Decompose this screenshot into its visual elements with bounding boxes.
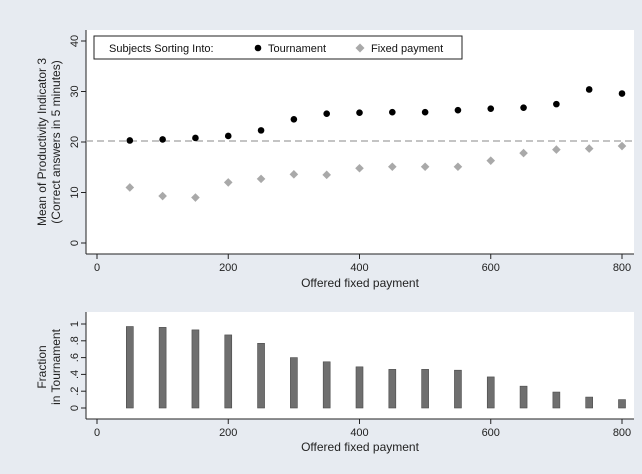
legend-fixed-payment-label: Fixed payment: [371, 43, 443, 55]
y-tick-label: 0: [69, 405, 81, 411]
tournament-point: [192, 134, 199, 142]
fraction-y-ticks: 0 .2 .4 .6 .8 1: [69, 321, 86, 411]
tournament-point: [323, 110, 330, 118]
fraction-bar: [126, 326, 134, 409]
fixed-payment-point: [617, 141, 627, 151]
fraction-y-title-line1: Fraction: [35, 345, 49, 388]
fraction-bar: [322, 361, 331, 409]
y-tick-label: .2: [69, 387, 81, 396]
tournament-point: [159, 136, 166, 143]
tournament-point: [585, 86, 593, 93]
fixed-payment-point: [552, 145, 561, 154]
fraction-bar: [421, 369, 429, 409]
fraction-bar: [257, 343, 265, 409]
y-tick-label: 0: [69, 240, 81, 246]
fixed-payment-point: [453, 162, 463, 172]
fraction-bar: [486, 376, 495, 409]
fraction-bar: [585, 396, 593, 409]
tournament-point: [389, 108, 396, 116]
fraction-bar: [519, 385, 528, 409]
fixed-payment-point: [191, 193, 200, 202]
y-tick-label: 30: [69, 85, 81, 97]
x-tick-label: 0: [94, 262, 100, 274]
tournament-point: [356, 109, 363, 117]
tournament-point: [618, 90, 626, 97]
productivity-y-title-line2: (Correct answers in 5 minutes): [49, 60, 63, 223]
y-tick-label: .6: [69, 353, 81, 362]
fixed-payment-point: [388, 162, 397, 172]
fixed-payment-point: [584, 144, 594, 153]
fixed-payment-point: [486, 156, 496, 165]
fixed-payment-point: [125, 183, 135, 192]
productivity-y-title-line1: Mean of Productivity Indicator 3: [35, 58, 49, 226]
fraction-x-ticks: 0 200 400 600 800: [94, 419, 631, 439]
tournament-point: [290, 115, 298, 123]
fixed-payment-point: [256, 174, 266, 184]
fixed-payment-point: [420, 162, 430, 172]
y-tick-label: 10: [69, 186, 81, 198]
fraction-bar: [388, 369, 397, 409]
productivity-chart: 0 200 400 600 800 0 10 20 30 40 Subjects Sorting…: [35, 30, 634, 290]
fixed-payment-point: [223, 178, 233, 187]
fraction-bar: [158, 327, 167, 409]
y-tick-label: 1: [69, 321, 81, 327]
legend: Subjects Sorting Into: Tournament Fixed …: [93, 35, 463, 60]
fraction-x-title: Offered fixed payment: [301, 440, 420, 454]
x-tick-label: 400: [350, 427, 368, 439]
y-tick-label: 20: [69, 136, 81, 148]
fraction-bar: [454, 369, 462, 409]
legend-fixed-payment-marker: [355, 43, 365, 53]
fixed-payment-point: [158, 191, 167, 201]
fixed-payment-point: [322, 170, 331, 180]
x-tick-label: 600: [482, 262, 500, 274]
fraction-bar: [224, 334, 233, 409]
tournament-point: [421, 108, 429, 116]
fraction-bar: [355, 366, 364, 409]
tournament-point: [257, 127, 265, 134]
tournament-point: [553, 100, 560, 108]
y-tick-label: 40: [69, 35, 81, 47]
fraction-bar: [290, 357, 298, 409]
productivity-x-ticks: 0 200 400 600 800: [94, 254, 631, 274]
fraction-bars: [126, 326, 626, 409]
productivity-points: [125, 86, 627, 202]
x-tick-label: 200: [219, 262, 237, 274]
tournament-point: [487, 105, 495, 112]
x-tick-label: 600: [482, 427, 500, 439]
fixed-payment-point: [289, 170, 299, 179]
y-tick-label: .8: [69, 336, 81, 345]
fraction-bar: [618, 399, 626, 409]
fixed-payment-point: [355, 163, 364, 173]
x-tick-label: 400: [350, 262, 368, 274]
legend-box: [93, 35, 463, 60]
tournament-point: [454, 106, 462, 114]
x-tick-label: 0: [94, 427, 100, 439]
fraction-bar: [552, 391, 561, 409]
fraction-bar: [191, 329, 200, 409]
x-tick-label: 200: [219, 427, 237, 439]
fraction-chart: 0 200 400 600 800 0 .2 .4 .6 .8 1 Fraction in Tou…: [35, 312, 634, 454]
productivity-plot-area: [86, 30, 634, 254]
productivity-x-title: Offered fixed payment: [301, 276, 420, 290]
legend-tournament-label: Tournament: [268, 43, 326, 55]
fixed-payment-point: [519, 148, 528, 158]
fraction-y-title-line2: in Tournament: [49, 328, 63, 404]
x-tick-label: 800: [613, 262, 631, 274]
tournament-point: [224, 132, 232, 140]
legend-tournament-marker: [254, 44, 262, 52]
legend-title: Subjects Sorting Into:: [109, 43, 214, 55]
x-tick-label: 800: [613, 427, 631, 439]
y-tick-label: .4: [69, 370, 81, 379]
tournament-point: [126, 137, 134, 144]
tournament-point: [520, 104, 527, 111]
productivity-y-ticks: 0 10 20 30 40: [69, 35, 86, 246]
